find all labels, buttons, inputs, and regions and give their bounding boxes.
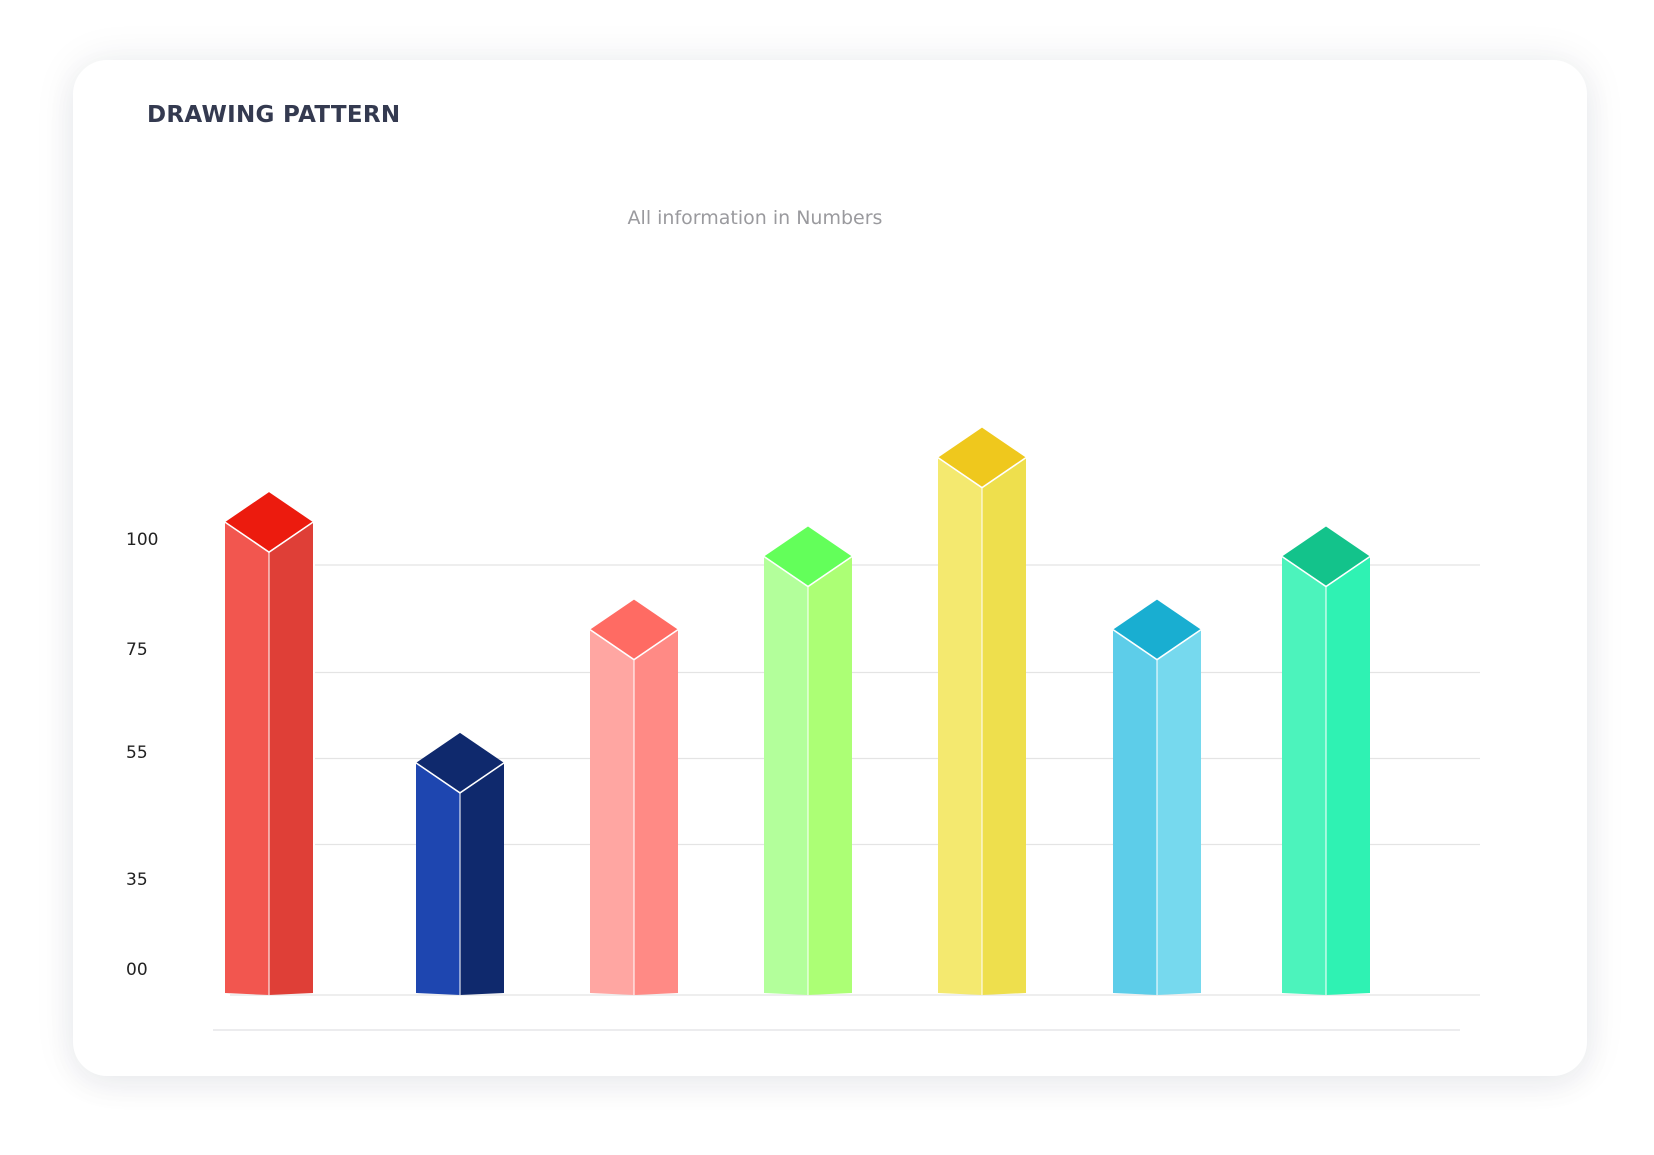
card-title: DRAWING PATTERN [147,102,401,128]
bar [415,732,505,995]
bar-right-face [269,522,313,995]
y-tick-label: 75 [126,640,148,660]
y-tick-label: 100 [126,530,158,550]
bar-right-face [460,762,504,995]
y-axis-ticks: 100 75 55 35 00 [126,530,158,980]
bar [589,599,679,995]
y-tick-label: 00 [126,960,148,980]
bar-right-face [1157,629,1201,995]
bar-left-face [416,762,460,995]
bar [224,492,314,995]
bar-left-face [225,522,269,995]
y-tick-label: 35 [126,870,148,890]
bar [1281,526,1371,995]
bar-right-face [1326,556,1370,995]
bar-right-face [982,457,1026,996]
bar-left-face [590,629,634,995]
bar-left-face [764,556,808,995]
bar-right-face [634,629,678,995]
bar-left-face [1113,629,1157,995]
bar-right-face [808,556,852,995]
chart-subtitle: All information in Numbers [627,207,883,229]
bar [937,427,1027,996]
bar-left-face [938,457,982,996]
y-tick-label: 55 [126,743,148,763]
bar [763,526,853,995]
bar [1112,599,1202,995]
bar-left-face [1282,556,1326,995]
